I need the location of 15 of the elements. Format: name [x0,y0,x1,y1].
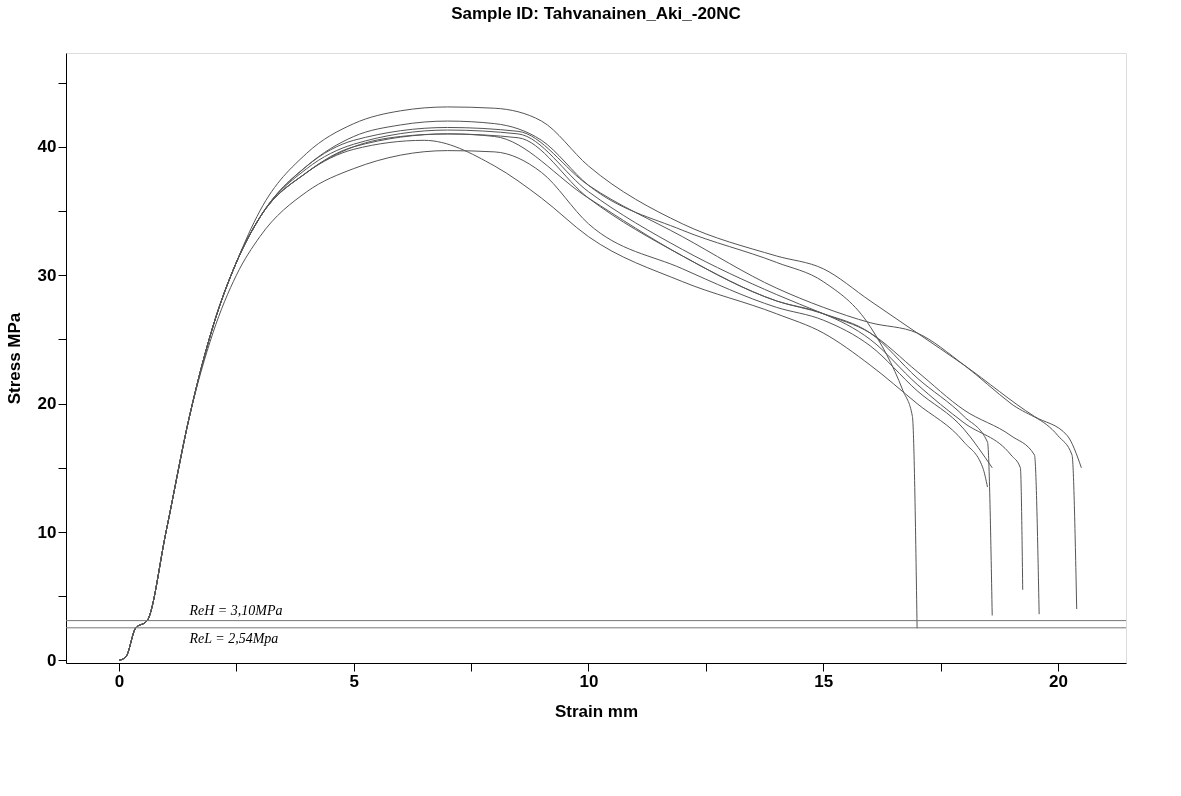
y-tick-label: 40 [37,137,57,157]
x-tick-label: 20 [1048,671,1068,691]
x-axis-title: Strain mm [554,701,639,721]
y-tick-label: 20 [37,394,57,414]
x-tick-label: 0 [114,671,125,691]
y-axis-title: Stress MPa [4,312,24,405]
chart-title: Sample ID: Tahvanainen_Aki_-20NC [451,4,741,23]
y-tick-label: 10 [37,522,57,542]
ref-line-label: ReL = 2,54Mpa [188,630,279,646]
y-tick-label: 30 [37,265,57,285]
x-tick-label: 15 [814,671,834,691]
x-tick-label: 5 [349,671,359,691]
x-tick-label: 10 [579,671,599,691]
y-tick-label: 0 [47,650,57,670]
ref-line-label: ReH = 3,10MPa [188,602,283,618]
